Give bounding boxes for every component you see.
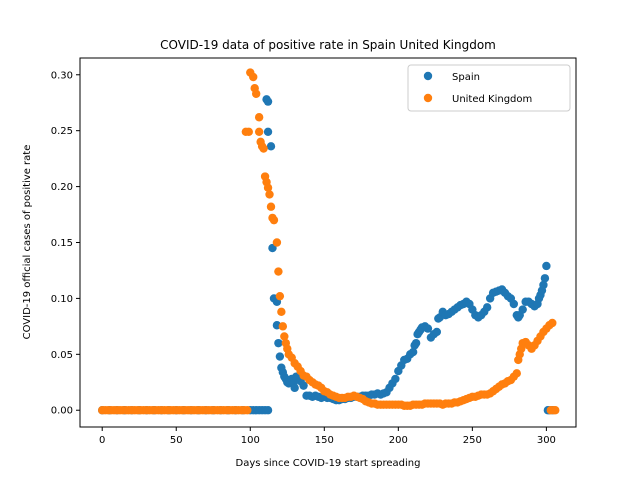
point-united-kingdom-60 (259, 144, 268, 153)
point-spain-35 (274, 338, 283, 348)
plot-area (98, 68, 560, 415)
point-united-kingdom-68 (272, 238, 282, 247)
point-united-kingdom-167 (548, 318, 557, 328)
point-united-kingdom-63 (263, 183, 273, 192)
y-tick-label-6: 0.30 (51, 70, 73, 81)
legend-frame (407, 64, 571, 112)
chart-title: COVID-19 data of positive rate in Spain … (160, 38, 496, 52)
point-united-kingdom-70 (275, 291, 285, 301)
x-tick-label-2: 100 (241, 435, 260, 446)
point-spain-116 (482, 303, 492, 312)
point-spain-28 (263, 97, 273, 106)
plot-frame (79, 57, 577, 428)
point-spain-50 (299, 381, 308, 390)
point-spain-98 (432, 327, 442, 337)
point-spain-138 (539, 280, 548, 290)
point-united-kingdom-53 (249, 72, 258, 82)
point-spain-125 (509, 299, 519, 309)
y-tick-label-0: 0.00 (51, 406, 73, 417)
x-tick-label-0: 0 (99, 435, 105, 446)
point-spain-36 (275, 352, 285, 361)
point-spain-46 (290, 383, 299, 393)
y-tick-label-2: 0.10 (51, 294, 73, 305)
legend-marker-united-kingdom (423, 93, 433, 103)
point-spain-140 (542, 261, 551, 271)
x-tick-label-6: 300 (537, 435, 556, 446)
point-united-kingdom-73 (280, 332, 289, 341)
x-tick-label-3: 150 (315, 435, 334, 446)
x-tick-label-1: 50 (170, 435, 183, 446)
point-spain-30 (266, 142, 276, 151)
point-spain-139 (540, 274, 550, 283)
point-united-kingdom-56 (254, 113, 264, 122)
x-axis-label: Days since COVID-19 start spreading (236, 458, 421, 469)
y-axis: 0.00 0.05 0.10 0.15 0.20 0.25 0.30 (51, 70, 80, 417)
legend: Spain United Kingdom (407, 64, 571, 112)
point-united-kingdom-72 (278, 322, 288, 331)
point-spain-89 (411, 338, 421, 348)
point-spain-87 (408, 347, 418, 357)
legend-label-spain: Spain (452, 72, 480, 83)
y-tick-label-3: 0.15 (51, 238, 73, 249)
point-united-kingdom-67 (269, 215, 279, 225)
y-tick-label-4: 0.20 (51, 182, 73, 193)
point-spain-95 (423, 324, 433, 333)
x-tick-label-4: 200 (389, 435, 408, 446)
point-spain-31 (268, 243, 277, 253)
legend-marker-spain (423, 71, 433, 81)
point-spain-29 (263, 127, 273, 136)
point-spain-26 (263, 406, 273, 415)
x-tick-label-5: 250 (463, 435, 482, 446)
point-united-kingdom-170 (551, 406, 560, 415)
point-united-kingdom-57 (254, 127, 264, 136)
x-axis: 0 50 100 150 200 250 300 (99, 427, 556, 446)
point-united-kingdom-153 (512, 369, 521, 378)
y-tick-label-1: 0.05 (51, 350, 73, 361)
point-spain-129 (518, 305, 527, 314)
point-united-kingdom-55 (251, 89, 261, 98)
y-tick-label-5: 0.25 (51, 126, 73, 137)
point-united-kingdom-65 (266, 202, 276, 211)
point-united-kingdom-71 (277, 307, 286, 317)
point-united-kingdom-51 (244, 127, 253, 136)
point-united-kingdom-69 (274, 267, 283, 276)
y-axis-label: COVID-19 official cases of positive rate (22, 145, 33, 340)
point-spain-81 (391, 374, 400, 384)
legend-label-united-kingdom: United Kingdom (452, 94, 532, 105)
point-united-kingdom-49 (243, 406, 252, 415)
point-united-kingdom-64 (265, 190, 274, 199)
